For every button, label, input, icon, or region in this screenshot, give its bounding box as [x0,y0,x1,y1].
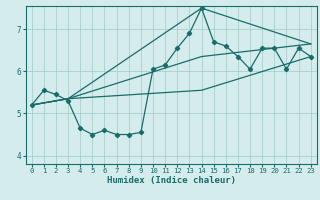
X-axis label: Humidex (Indice chaleur): Humidex (Indice chaleur) [107,176,236,185]
